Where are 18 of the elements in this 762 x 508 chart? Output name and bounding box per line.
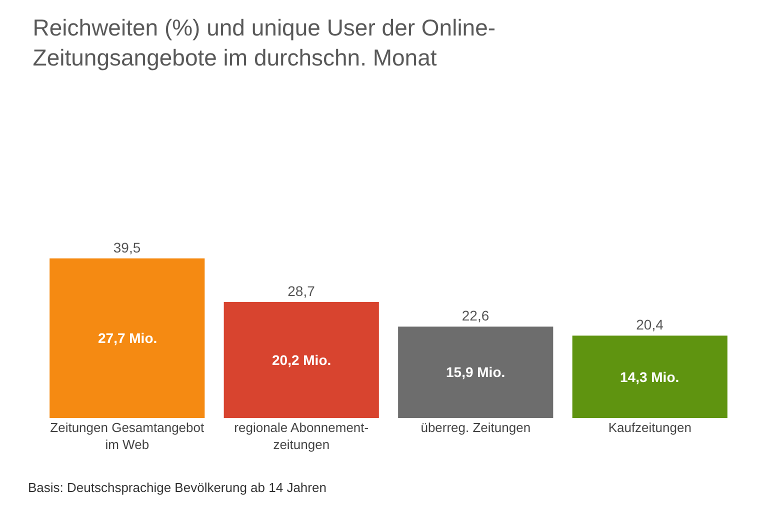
bar (224, 302, 379, 418)
annotation: 20,2 Mio. (272, 352, 332, 368)
text: Basis: Deutschsprachige Bevölkerung ab 14 Jahren (28, 480, 326, 495)
data-label: 22,6 (462, 308, 490, 324)
bar (572, 336, 728, 418)
data-label: 28,7 (288, 283, 316, 300)
x-tick-label: Kaufzeitungen (608, 420, 692, 435)
bar (50, 258, 205, 418)
chart-title: Reichweiten (%) und unique User der Online- Zeitungsangebote im durchschn. Monat (32, 14, 496, 70)
annotation: 15,9 Mio. (446, 364, 506, 380)
x-tick-label: regionale Abonnement- zeitungen (234, 420, 369, 452)
annotation: 27,7 Mio. (98, 330, 158, 346)
bar (398, 326, 554, 418)
annotation: 14,3 Mio. (620, 369, 680, 385)
data-label: 39,5 (113, 239, 141, 256)
x-tick-label: überreg. Zeitungen (420, 420, 531, 435)
x-tick-label: Zeitungen Gesamtangebot im Web (50, 420, 204, 452)
data-label: 20,4 (636, 316, 664, 333)
